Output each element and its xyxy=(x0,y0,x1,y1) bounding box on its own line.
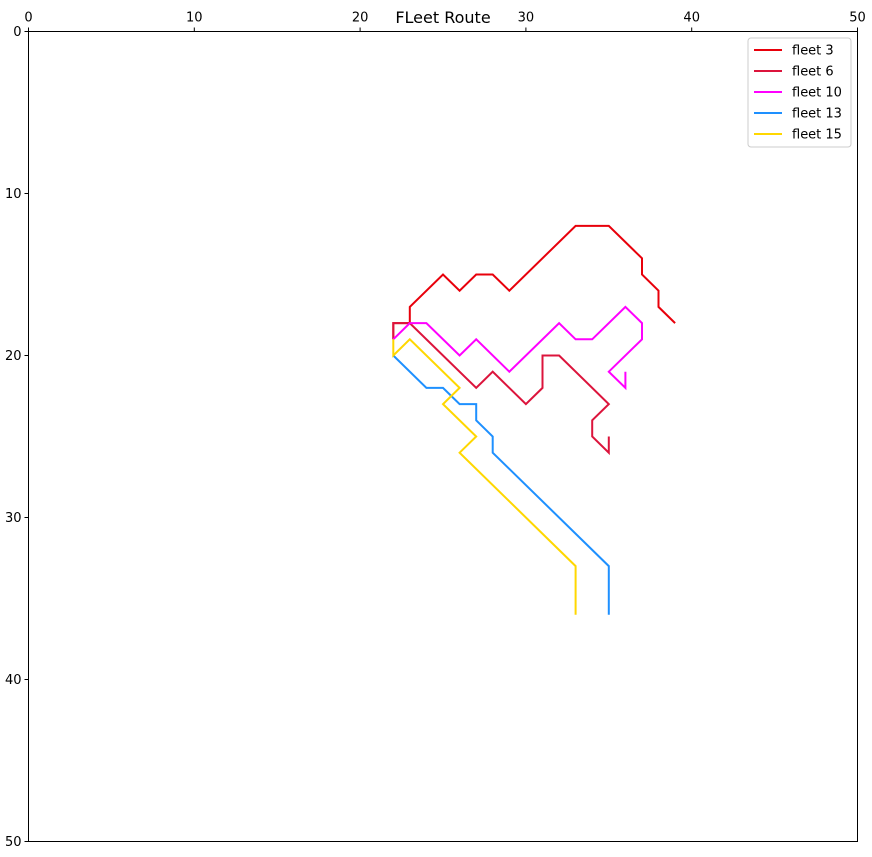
y-tick-label: 30 xyxy=(5,511,22,526)
x-tick-label: 50 xyxy=(849,11,866,26)
legend-label: fleet 10 xyxy=(792,86,842,101)
legend-label: fleet 3 xyxy=(792,44,834,59)
x-tick-label: 20 xyxy=(352,11,369,26)
plot-area xyxy=(392,224,676,615)
y-tick-label: 0 xyxy=(13,25,21,40)
x-tick-label: 0 xyxy=(24,11,32,26)
x-tick-label: 40 xyxy=(683,11,700,26)
plot-frame xyxy=(28,31,858,842)
chart-title: FLeet Route xyxy=(395,8,490,27)
y-tick-label: 50 xyxy=(5,835,22,850)
y-tick-label: 10 xyxy=(5,187,22,202)
series-line-fleet-13 xyxy=(392,354,610,615)
x-tick-label: 30 xyxy=(518,11,535,26)
legend-box xyxy=(747,37,852,148)
legend-label: fleet 6 xyxy=(792,65,834,80)
series-line-fleet-10 xyxy=(392,305,643,391)
y-tick-label: 20 xyxy=(5,349,22,364)
legend-label: fleet 15 xyxy=(792,128,842,143)
y-tick-label: 40 xyxy=(5,673,22,688)
series-line-fleet-15 xyxy=(392,337,577,615)
x-tick-label: 10 xyxy=(186,11,203,26)
series-line-fleet-3 xyxy=(392,224,676,340)
legend-label: fleet 13 xyxy=(792,107,842,122)
legend: fleet 3 fleet 6 fleet 10 fleet 13 fleet 15 xyxy=(747,37,852,148)
axes: 0 10 20 30 40 50 0 10 20 30 40 50 xyxy=(5,11,866,851)
series-line-fleet-6 xyxy=(392,322,611,456)
